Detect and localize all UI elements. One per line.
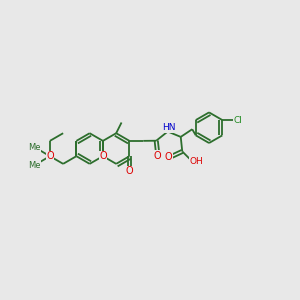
Text: O: O bbox=[154, 151, 162, 161]
Text: Me: Me bbox=[28, 161, 41, 170]
Text: Cl: Cl bbox=[234, 116, 243, 124]
Text: OH: OH bbox=[189, 157, 203, 166]
Text: O: O bbox=[126, 166, 133, 176]
Text: HN: HN bbox=[162, 124, 176, 133]
Text: O: O bbox=[99, 151, 107, 161]
Text: O: O bbox=[46, 151, 54, 161]
Text: Me: Me bbox=[28, 142, 41, 152]
Text: O: O bbox=[165, 152, 172, 162]
